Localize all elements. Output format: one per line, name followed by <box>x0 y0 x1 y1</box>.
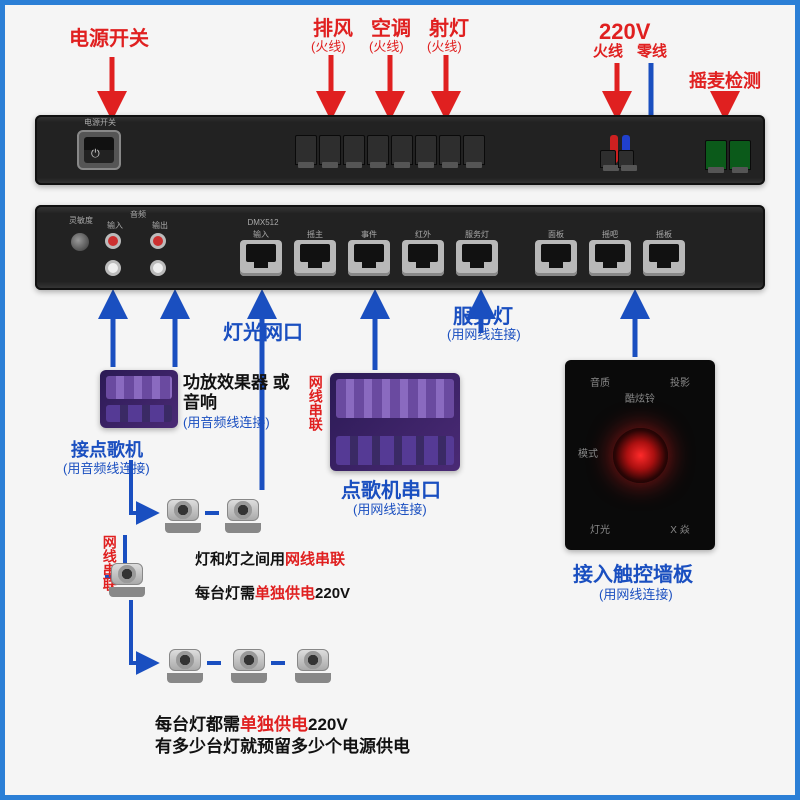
terminal-block-main[interactable] <box>295 135 485 165</box>
rj45-port-7[interactable] <box>589 240 631 276</box>
label-exhaust-note: (火线) <box>311 39 346 55</box>
wall-icon-2: 投影 <box>665 374 695 389</box>
diagram-canvas: 电源开关 排风 (火线) 空调 (火线) 射灯 (火线) 220V 火线 零线 … <box>5 5 795 795</box>
label-bottom-1: 每台灯都需单独供电220V <box>155 715 348 735</box>
rca-in-white[interactable] <box>105 260 121 276</box>
label-220v: 220V <box>599 19 650 45</box>
label-karaoke-connect: 接点歌机 <box>71 440 143 462</box>
rj45-port-8[interactable] <box>643 240 685 276</box>
wall-icon-4: 灯光 <box>585 521 615 536</box>
rj45-port-4[interactable] <box>402 240 444 276</box>
rj45-port-1[interactable] <box>240 240 282 276</box>
rj45-row-right <box>535 240 685 276</box>
label-net-series-1: 网线串联 <box>307 375 324 431</box>
print-audio-in: 输入 <box>100 220 130 231</box>
print-port-4: 红外 <box>402 229 444 240</box>
label-live: 火线 <box>593 43 623 61</box>
spotlight-fixture-4 <box>163 643 207 687</box>
rj45-port-2[interactable] <box>294 240 336 276</box>
power-switch[interactable] <box>77 130 121 170</box>
print-port-1: 输入 <box>240 229 282 240</box>
wall-icon-3: 模式 <box>573 445 603 460</box>
wall-icon-5: X 焱 <box>665 521 695 536</box>
rca-out-white[interactable] <box>150 260 166 276</box>
label-neutral: 零线 <box>637 43 667 61</box>
terminal-green-mic[interactable] <box>705 140 751 170</box>
print-audio-out: 输出 <box>145 220 175 231</box>
label-spotlight: 射灯 <box>429 17 469 41</box>
label-service-light-note: (用网线连接) <box>447 327 521 343</box>
rj45-port-6[interactable] <box>535 240 577 276</box>
label-karaoke-serial-note: (用网线连接) <box>353 502 427 518</box>
print-port-8: 摇板 <box>643 229 685 240</box>
print-port-7: 摇吧 <box>589 229 631 240</box>
label-dmx-port: 灯光网口 <box>223 321 303 345</box>
label-wall-panel-note: (用网线连接) <box>599 587 673 603</box>
label-bottom-2: 有多少台灯就预留多少个电源供电 <box>155 737 410 757</box>
spotlight-fixture-6 <box>291 643 335 687</box>
rca-in-red[interactable] <box>105 233 121 249</box>
label-karaoke-serial: 点歌机串口 <box>341 479 441 503</box>
label-amp-note: (用音频线连接) <box>183 415 270 431</box>
label-power-switch: 电源开关 <box>69 27 149 51</box>
label-service-light: 服务灯 <box>453 305 513 329</box>
label-exhaust: 排风 <box>313 17 353 41</box>
wall-icon-6: 酷炫铃 <box>625 390 655 405</box>
rj45-row-left <box>240 240 498 276</box>
print-audio-group: 音频 <box>113 209 163 220</box>
spotlight-fixture-3 <box>105 557 149 601</box>
sensitivity-knob[interactable] <box>71 233 89 251</box>
rj45-port-3[interactable] <box>348 240 390 276</box>
label-karaoke-connect-note: (用音频线连接) <box>63 461 150 477</box>
label-light-power-each: 每台灯需单独供电220V <box>195 585 350 603</box>
label-wall-panel: 接入触控墙板 <box>573 563 693 587</box>
print-dmx512: DMX512 <box>233 218 293 227</box>
label-aircon: 空调 <box>371 17 411 41</box>
label-light-series: 灯和灯之间用网线串联 <box>195 551 345 569</box>
wall-icon-1: 音质 <box>585 374 615 389</box>
terminal-block-220v[interactable] <box>600 150 634 168</box>
print-port-2: 摇主 <box>294 229 336 240</box>
print-knob: 灵敏度 <box>61 215 101 226</box>
label-aircon-note: (火线) <box>369 39 404 55</box>
label-amp: 功放效果器 或音响 <box>183 373 293 414</box>
spotlight-fixture-2 <box>221 493 265 537</box>
print-port-5: 服务灯 <box>456 229 498 240</box>
rj45-port-5[interactable] <box>456 240 498 276</box>
rca-out-red[interactable] <box>150 233 166 249</box>
spotlight-fixture-1 <box>161 493 205 537</box>
device-ktv-large <box>330 373 460 471</box>
print-port-3: 事件 <box>348 229 390 240</box>
spotlight-fixture-5 <box>227 643 271 687</box>
device-ktv-small <box>100 370 178 428</box>
device-wall-panel: 音质 投影 模式 灯光 X 焱 酷炫铃 <box>565 360 715 550</box>
label-mic-detection: 摇麦检测 <box>689 71 761 93</box>
label-spotlight-note: (火线) <box>427 39 462 55</box>
print-power: 电源开关 <box>80 117 120 128</box>
print-port-6: 面板 <box>535 229 577 240</box>
